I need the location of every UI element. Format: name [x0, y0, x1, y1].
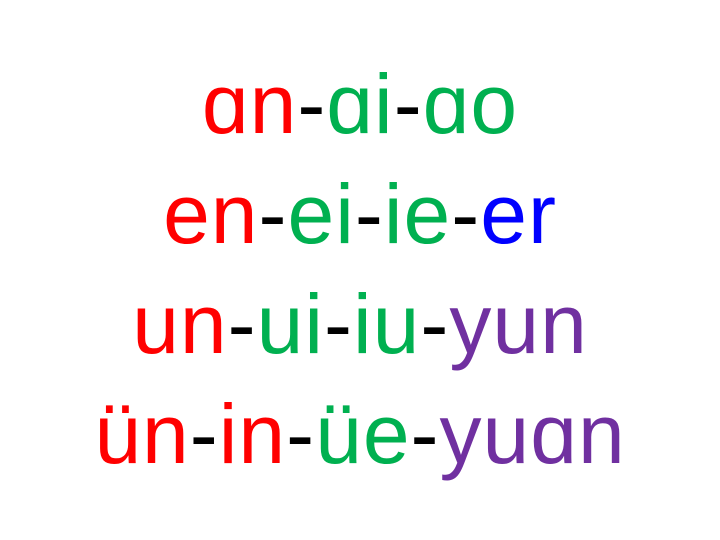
syllable-line-1: ɑn-ɑi-ɑo — [0, 62, 720, 146]
syllable-en: en — [163, 167, 259, 261]
hyphen: - — [324, 277, 353, 371]
hyphen: - — [227, 277, 257, 371]
hyphen: - — [297, 57, 327, 151]
syllable-un-umlaut: ün — [94, 387, 190, 481]
syllable-ei: ei — [287, 167, 355, 261]
hyphen: - — [189, 387, 219, 481]
syllable-ie: ie — [383, 167, 452, 261]
hyphen: - — [286, 387, 316, 481]
syllable-iu: iu — [352, 277, 421, 371]
hyphen: - — [393, 57, 423, 151]
syllable-in: in — [218, 387, 287, 481]
syllable-line-2: en-ei-ie-er — [0, 172, 720, 256]
syllable-line-4: ün-in-üe-yuɑn — [0, 392, 720, 476]
syllable-ue-umlaut: üe — [315, 387, 411, 481]
syllable-line-3: un-ui-iu-yun — [0, 282, 720, 366]
hyphen: - — [420, 277, 450, 371]
hyphen: - — [258, 167, 288, 261]
syllable-an: ɑn — [201, 57, 298, 151]
hyphen: - — [354, 167, 384, 261]
syllable-er: er — [480, 167, 557, 261]
syllable-ao: ɑo — [422, 57, 519, 151]
syllable-ui: ui — [256, 277, 324, 371]
hyphen: - — [451, 167, 481, 261]
hyphen: - — [410, 387, 440, 481]
syllable-yun: yun — [449, 277, 588, 371]
syllable-yuan: yuɑn — [439, 387, 626, 481]
syllable-un: un — [132, 277, 228, 371]
syllable-ai: ɑi — [326, 57, 394, 151]
